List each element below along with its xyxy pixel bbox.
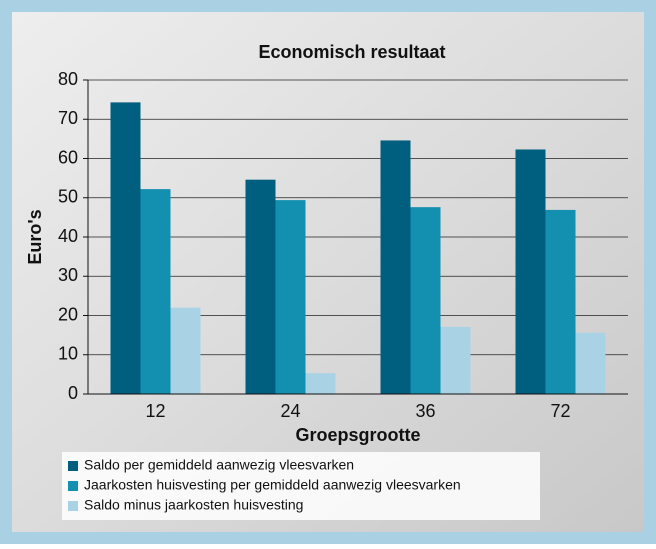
chart: Economisch resultaat Euro's Groepsgroott… [0,0,656,544]
legend-swatch [68,481,78,491]
legend-swatch [68,501,78,511]
bar [171,308,201,394]
bar [381,140,411,394]
bar [576,333,606,394]
bar [306,373,336,394]
y-tick-label: 40 [58,226,78,246]
bar [141,189,171,394]
x-axis-label: Groepsgrootte [295,425,420,445]
bar [111,102,141,394]
bar [411,207,441,394]
bar [276,200,306,394]
y-tick-label: 10 [58,344,78,364]
legend-label: Saldo per gemiddeld aanwezig vleesvarken [84,457,354,473]
y-axis-label: Euro's [25,209,45,264]
y-tick-label: 70 [58,108,78,128]
bar [516,149,546,394]
y-tick-label: 60 [58,147,78,167]
chart-title: Economisch resultaat [258,42,445,62]
legend-label: Jaarkosten huisvesting per gemiddeld aan… [84,477,461,493]
y-tick-label: 0 [68,383,78,403]
y-tick-label: 80 [58,69,78,89]
legend-label: Saldo minus jaarkosten huisvesting [84,497,303,513]
bar [441,327,471,394]
y-tick-label: 30 [58,265,78,285]
x-tick-label: 36 [415,401,435,421]
bar [246,180,276,394]
bar [546,210,576,394]
legend-swatch [68,461,78,471]
x-tick-label: 12 [145,401,165,421]
y-tick-label: 50 [58,187,78,207]
x-tick-label: 72 [550,401,570,421]
x-tick-label: 24 [280,401,300,421]
y-tick-label: 20 [58,304,78,324]
